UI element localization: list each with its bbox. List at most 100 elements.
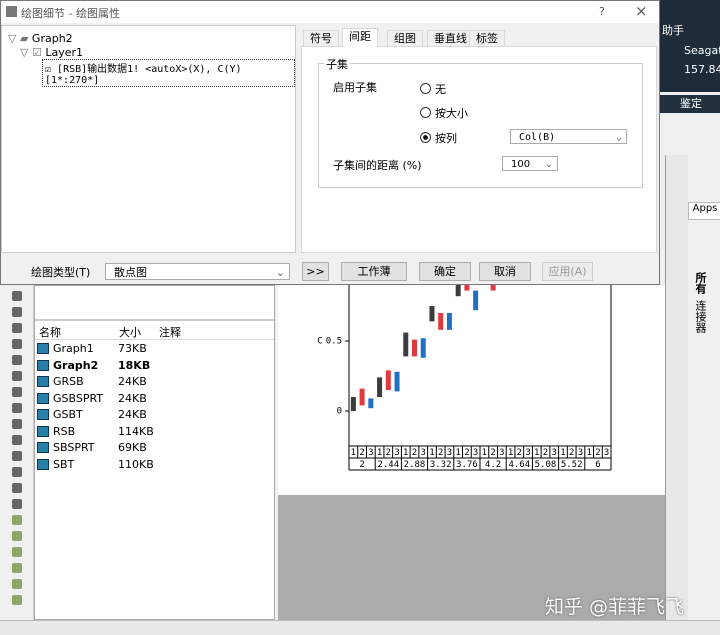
file-size: 69KB	[118, 441, 147, 454]
help[interactable]: ?	[599, 5, 605, 18]
file-name: Graph1	[53, 342, 94, 355]
x-category: 5.08	[535, 460, 557, 470]
tool-icon[interactable]	[12, 307, 22, 317]
bar	[403, 332, 409, 357]
sub-label: 2	[359, 448, 364, 458]
sub-label: 3	[604, 448, 609, 458]
file-row[interactable]: SBT 110KB	[35, 457, 273, 473]
radio[interactable]	[420, 132, 431, 143]
file-name: GRSB	[53, 375, 84, 388]
x-category: 6	[595, 460, 600, 470]
tab[interactable]: 标签	[469, 30, 505, 47]
tool-icon[interactable]	[12, 483, 22, 493]
x-category: 4.2	[485, 460, 501, 470]
dialog: 绘图细节 - 绘图属性 ? × ▽ ▰ Graph2 ▽ ☑ Layer1 ☑ …	[0, 0, 660, 285]
sub-label: 1	[455, 448, 460, 458]
file-size: 110KB	[118, 457, 154, 471]
graph-window	[278, 285, 665, 495]
tab[interactable]: 符号	[303, 30, 339, 47]
file-row[interactable]: GRSB 24KB	[35, 374, 273, 390]
sub-label: 1	[403, 448, 408, 458]
tool-icon[interactable]	[12, 355, 22, 365]
file-icon	[37, 392, 49, 404]
tab[interactable]: 垂直线	[427, 30, 474, 47]
tool-icon[interactable]	[12, 515, 22, 525]
close[interactable]: ×	[635, 2, 648, 20]
tree-node[interactable]: ▽ ▰ Graph2	[8, 32, 73, 45]
bar	[420, 338, 426, 358]
sub-label: 3	[552, 448, 557, 458]
file-size: 24KB	[118, 391, 147, 405]
apps[interactable]: Apps	[688, 202, 720, 220]
tool-icon[interactable]	[12, 531, 22, 541]
tab[interactable]: 组图	[387, 30, 423, 47]
column[interactable]: 名称	[39, 326, 61, 339]
button[interactable]: >>	[302, 262, 329, 281]
sub-label: 3	[447, 448, 452, 458]
tab-connector[interactable]: 连接器	[694, 300, 707, 333]
tool-icon[interactable]	[12, 499, 22, 509]
combo-value: Col(B)	[519, 132, 556, 143]
option[interactable]: 按大小	[435, 107, 468, 120]
sub-label: 2	[464, 448, 469, 458]
distance-select[interactable]: 100 ⌄	[502, 156, 558, 171]
tree-node[interactable]: ▽ ☑ Layer1	[20, 46, 83, 59]
file-row[interactable]: Graph1 73KB	[35, 341, 273, 357]
bar	[359, 388, 365, 406]
identify[interactable]: 鉴定	[660, 95, 720, 113]
combo-value: 散点图	[114, 266, 147, 279]
file-row[interactable]: Graph2 18KB	[35, 358, 273, 374]
tool-icon[interactable]	[12, 435, 22, 445]
tool-icon[interactable]	[12, 371, 22, 381]
tool-icon[interactable]	[12, 387, 22, 397]
bar	[473, 290, 479, 311]
left-toolbar	[0, 285, 34, 620]
combo-value: 100	[511, 159, 531, 170]
tool-icon[interactable]	[12, 563, 22, 573]
tool-icon[interactable]	[12, 419, 22, 429]
tab[interactable]: 间距	[342, 28, 378, 47]
option[interactable]: 按列	[435, 132, 457, 145]
button[interactable]: 工作薄	[341, 262, 407, 281]
bar	[350, 397, 356, 411]
tool-icon[interactable]	[12, 451, 22, 461]
column[interactable]: 大小	[119, 326, 141, 339]
sub-label: 2	[412, 448, 417, 458]
option[interactable]: 无	[435, 83, 446, 96]
radio[interactable]	[420, 107, 431, 118]
sub-label: 2	[569, 448, 574, 458]
tool-icon[interactable]	[12, 547, 22, 557]
y-axis-label: C	[317, 337, 322, 347]
file-row[interactable]: GSBSPRT 24KB	[35, 391, 273, 407]
tree: ▽ ▰ Graph2 ▽ ☑ Layer1 ☑ [RSB]输出数据1! <aut…	[1, 25, 296, 253]
sub-label: 1	[351, 448, 356, 458]
column[interactable]: 注释	[159, 326, 181, 339]
tool-icon[interactable]	[12, 595, 22, 605]
x-category: 2.88	[404, 460, 426, 470]
sub-label: 3	[421, 448, 426, 458]
bar	[368, 398, 374, 409]
explorer: 名称 大小 注释 Graph1 73KB Graph2 18KB GRSB 24KB GSB…	[34, 285, 275, 620]
tool-icon[interactable]	[12, 339, 22, 349]
file-row[interactable]: RSB 114KB	[35, 424, 273, 440]
x-category: 5.52	[561, 460, 583, 470]
button[interactable]: 确定	[419, 262, 471, 281]
tool-icon[interactable]	[12, 403, 22, 413]
button[interactable]: 取消	[479, 262, 531, 281]
tool-icon[interactable]	[12, 323, 22, 333]
tool-icon[interactable]	[12, 579, 22, 589]
tab-all[interactable]: 所有	[694, 272, 707, 294]
watermark: 知乎 @菲菲飞飞	[545, 596, 685, 618]
file-name: Graph2	[53, 358, 99, 372]
tool-icon[interactable]	[12, 291, 22, 301]
file-row[interactable]: SBSPRT 69KB	[35, 440, 273, 456]
tool-icon[interactable]	[12, 467, 22, 477]
assistant: 助手	[662, 24, 684, 37]
plot-type-select[interactable]: 散点图 ⌄	[105, 263, 290, 280]
radio[interactable]	[420, 83, 431, 94]
file-row[interactable]: GSBT 24KB	[35, 407, 273, 423]
column-select[interactable]: Col(B) ⌄	[510, 129, 627, 144]
file-name: RSB	[53, 424, 76, 438]
sub-label: 2	[386, 448, 391, 458]
tree-node[interactable]: ☑ [RSB]输出数据1! <autoX>(X), C(Y) [1*:270*]	[42, 59, 295, 87]
